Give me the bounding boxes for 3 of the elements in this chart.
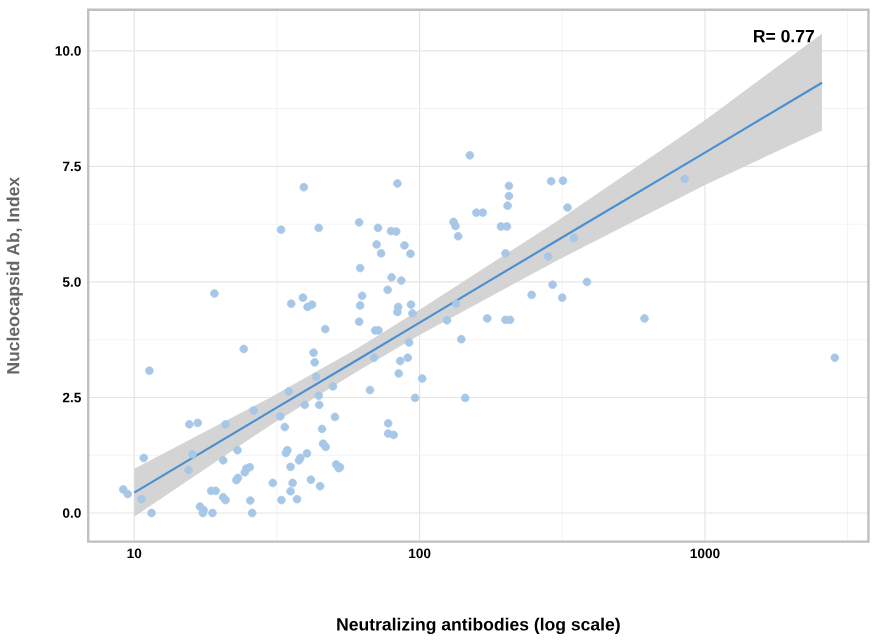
annotation: R= 0.77 <box>754 29 814 43</box>
y-axis-title: Nucleocapsid Ab, Index <box>6 176 23 374</box>
x-axis-title: Neutralizing antibodies (log scale) <box>337 617 620 634</box>
